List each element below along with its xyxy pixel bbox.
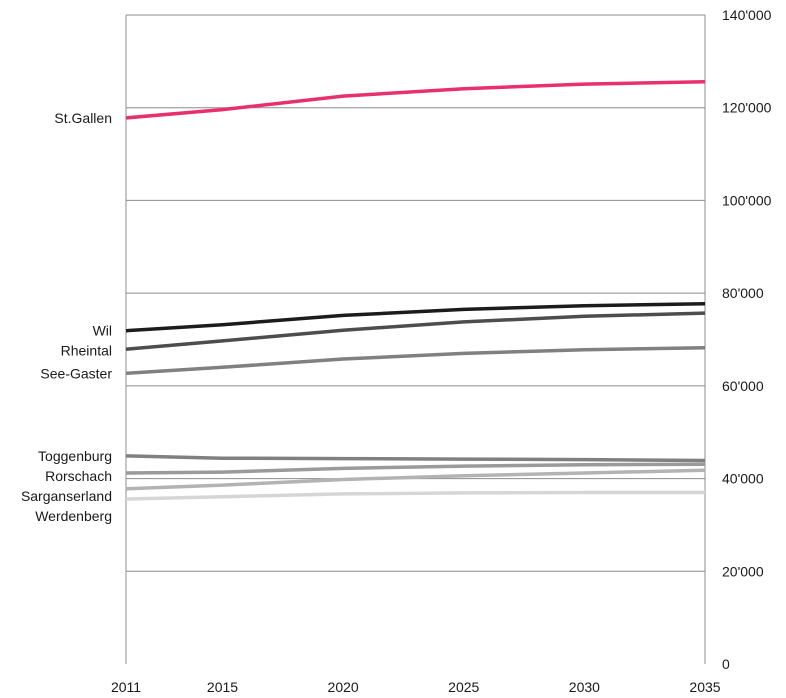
series-label-werdenberg: Werdenberg (35, 508, 112, 524)
series-label-rorschach: Rorschach (45, 468, 112, 484)
series-line-sarganserland (125, 468, 706, 491)
y-tick-label-4: 80'000 (722, 285, 764, 301)
y-tick-label-6: 120'000 (722, 100, 772, 116)
gridlines (125, 14, 706, 664)
series-label-sarganserland: Sarganserland (21, 488, 112, 504)
series-label-toggenburg: Toggenburg (38, 448, 112, 464)
series-line-wil (125, 302, 706, 333)
y-axis-ticks: 0 20'000 40'000 60'000 80'000 100'000 120'000 1… (722, 7, 772, 672)
series-line-rorschach (125, 462, 706, 475)
x-tick-label-3: 2025 (448, 679, 479, 695)
y-tick-label-5: 100'000 (722, 192, 772, 208)
series-labels: St.Gallen Wil Rheintal See-Gaster Toggenburg… (21, 110, 112, 524)
y-tick-label-3: 60'000 (722, 378, 764, 394)
x-axis-ticks: 2011 2015 2020 2025 2030 2035 (111, 679, 721, 695)
series-label-wil: Wil (93, 323, 112, 339)
series-line-toggenburg (125, 454, 706, 463)
series-lines (125, 80, 706, 501)
series-line-rheintal (125, 311, 706, 351)
x-tick-label-5: 2035 (689, 679, 720, 695)
y-tick-label-1: 20'000 (722, 563, 764, 579)
x-tick-label-1: 2015 (207, 679, 238, 695)
series-label-st-gallen: St.Gallen (54, 110, 112, 126)
series-line-werdenberg (125, 490, 705, 501)
series-label-see-gaster: See-Gaster (40, 365, 112, 381)
y-tick-label-7: 140'000 (722, 7, 772, 23)
series-line-st-gallen (125, 80, 706, 120)
y-tick-label-0: 0 (722, 656, 730, 672)
x-tick-label-2: 2020 (328, 679, 359, 695)
series-line-see-gaster (125, 346, 706, 376)
series-label-rheintal: Rheintal (61, 343, 112, 359)
y-tick-label-2: 40'000 (722, 471, 764, 487)
x-tick-label-0: 2011 (111, 679, 141, 695)
x-tick-label-4: 2030 (569, 679, 600, 695)
